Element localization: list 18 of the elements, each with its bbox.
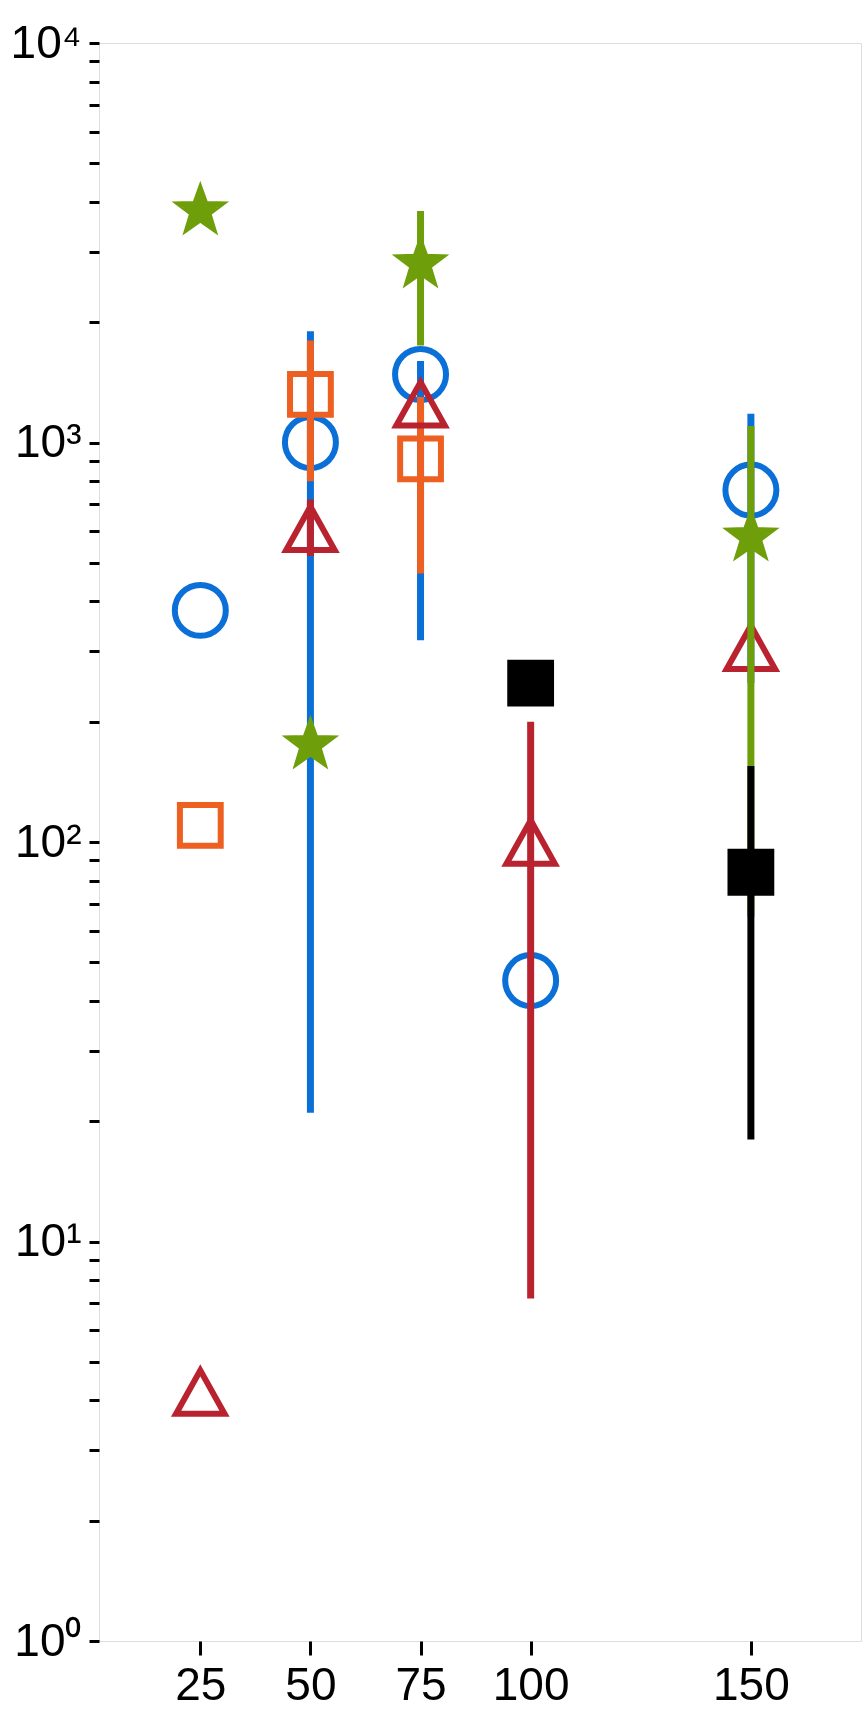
y-tick-label: 10³ <box>15 415 82 467</box>
x-tick-label: 150 <box>713 1657 790 1710</box>
y-tick-label: 10² <box>15 814 82 867</box>
point <box>502 952 560 1009</box>
x-tick-label: 75 <box>395 1657 447 1710</box>
x-tick-label: 100 <box>492 1657 570 1710</box>
point <box>507 659 555 707</box>
point <box>287 370 334 418</box>
y-tick-label: 10⁰ <box>14 1613 82 1666</box>
point <box>722 461 780 519</box>
point <box>171 581 229 639</box>
x-tick-label: 25 <box>175 1657 227 1710</box>
point <box>176 802 224 849</box>
y-tick-label: 10⁴ <box>10 15 82 68</box>
x-tick-label: 50 <box>285 1657 337 1710</box>
point <box>727 848 775 896</box>
y-tick-label: 10¹ <box>15 1214 82 1266</box>
point <box>397 435 444 483</box>
